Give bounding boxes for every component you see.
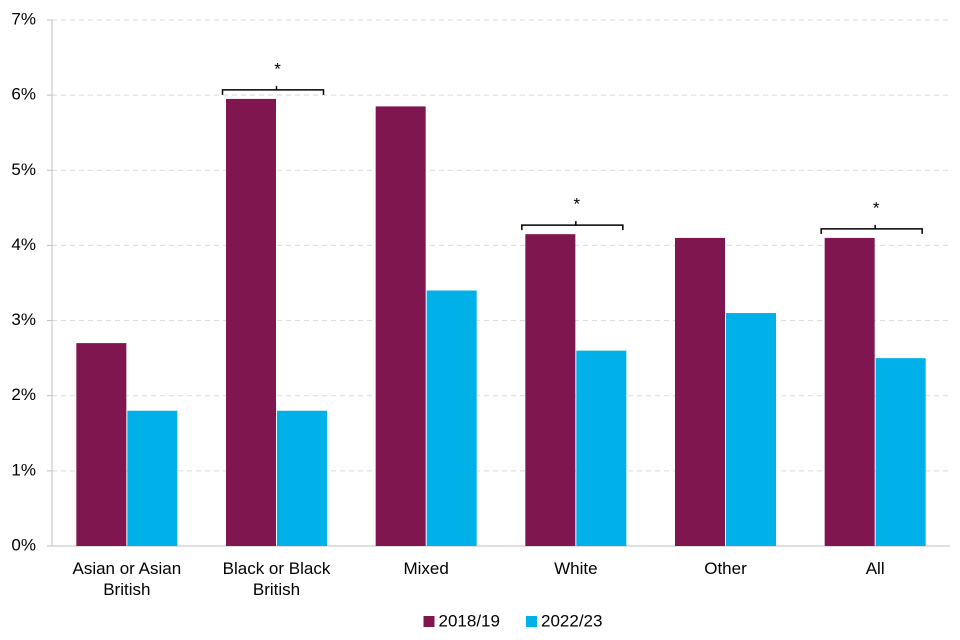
x-tick-label: Asian or Asian British <box>72 559 182 599</box>
bar <box>824 237 875 546</box>
y-tick-label: 5% <box>11 160 36 179</box>
significance-bracket <box>221 85 325 95</box>
y-tick-label: 3% <box>11 310 36 329</box>
bar <box>277 410 327 546</box>
x-tick-label: White <box>554 559 598 578</box>
significance-bracket <box>521 221 624 231</box>
y-tick-label: 2% <box>11 385 36 404</box>
bar <box>576 350 627 546</box>
bar <box>127 410 178 546</box>
x-tick-label: All <box>865 559 885 578</box>
bar <box>875 358 926 546</box>
legend-label: 2018/19 <box>439 611 500 630</box>
legend-swatch <box>526 616 537 627</box>
y-tick-label: 1% <box>11 460 36 479</box>
bar <box>726 313 776 546</box>
y-tick-label: 4% <box>11 235 36 254</box>
x-tick-label: Black or Black British <box>222 559 331 599</box>
bar <box>675 237 725 546</box>
legend-swatch <box>423 616 435 627</box>
bar <box>76 343 127 546</box>
bar <box>375 106 426 547</box>
bar <box>226 98 276 547</box>
x-tick-label: Mixed <box>403 559 449 578</box>
x-tick-label: Other <box>704 559 747 578</box>
y-tick-label: 7% <box>11 9 36 28</box>
y-tick-label: 0% <box>11 535 36 554</box>
annotation: * <box>574 195 581 214</box>
bar <box>426 290 477 546</box>
bar <box>525 234 576 546</box>
significance-bracket <box>820 224 923 234</box>
legend-label: 2022/23 <box>541 611 602 630</box>
y-tick-label: 6% <box>11 85 36 104</box>
annotation: * <box>873 198 880 217</box>
annotation: * <box>274 59 281 78</box>
